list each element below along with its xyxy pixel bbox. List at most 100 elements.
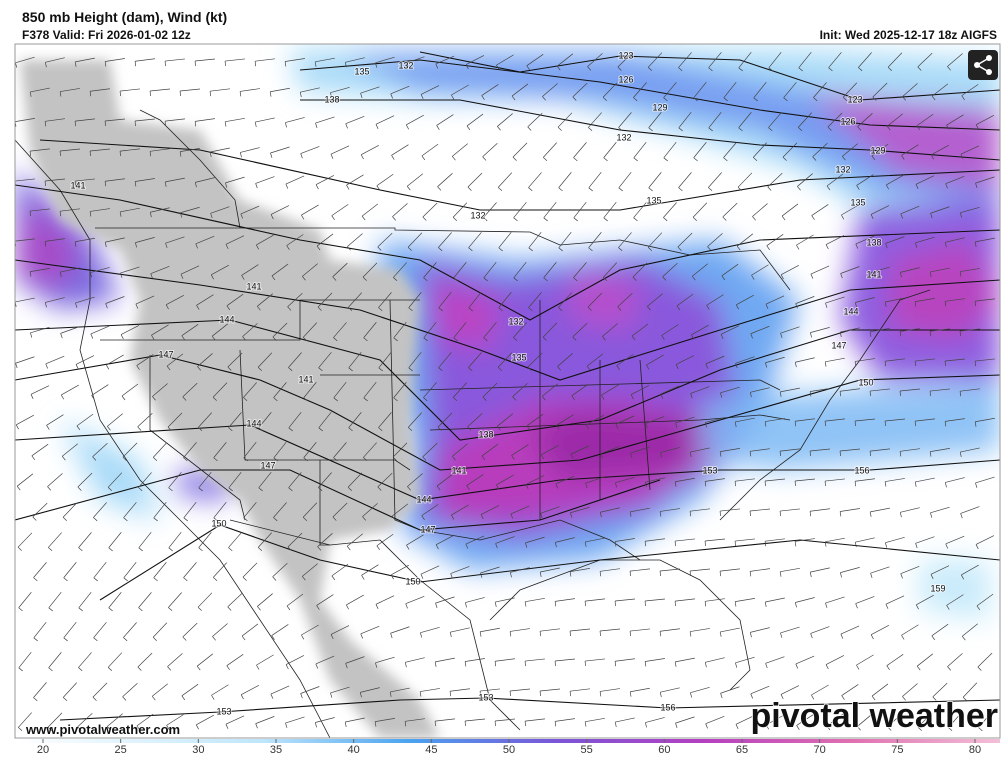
wind-barb (18, 592, 32, 612)
wind-barb (271, 263, 289, 281)
wind-barb (464, 718, 485, 727)
wind-barb (899, 388, 920, 397)
wind-barb (360, 625, 380, 639)
wind-barb (511, 444, 529, 460)
wind-barb (105, 296, 125, 309)
wind-barb (870, 266, 890, 278)
wind-barb (854, 418, 875, 427)
wind-barb (479, 627, 500, 637)
wind-barb (407, 232, 423, 251)
wind-barb (495, 536, 515, 549)
share-button[interactable] (968, 50, 998, 80)
wind-barb (181, 324, 199, 341)
wind-barb (855, 596, 875, 609)
wind-barb (123, 561, 137, 582)
wind-barb (571, 383, 589, 401)
colorbar-tick-label: 45 (425, 744, 437, 756)
wind-barb (182, 382, 198, 401)
wind-barb (585, 414, 604, 430)
wind-barb (543, 142, 557, 162)
wind-barb (512, 142, 528, 161)
wind-barb (404, 718, 425, 727)
contour-label: 144 (416, 494, 431, 504)
wind-barb (795, 655, 815, 669)
wind-barb (107, 652, 123, 671)
wind-barb (407, 473, 423, 491)
wind-barb (89, 88, 110, 97)
wind-barb (213, 562, 227, 582)
wind-barb (857, 113, 873, 131)
contour-label: 147 (158, 349, 173, 359)
wind-barb (241, 264, 259, 280)
wind-barb (377, 232, 393, 251)
wind-barb (149, 148, 170, 157)
wind-barb (705, 355, 725, 369)
wind-barb (90, 325, 110, 339)
wind-barb (243, 502, 257, 522)
wind-barb (900, 205, 920, 219)
wind-barb (93, 561, 107, 582)
wind-barb (915, 236, 935, 248)
wind-barb (885, 236, 905, 249)
wind-barb (708, 172, 722, 192)
height-contours (15, 51, 1000, 721)
wind-barb (316, 233, 334, 251)
wind-barb (44, 118, 65, 127)
wind-barb (405, 114, 424, 130)
wind-barb (392, 442, 408, 461)
wind-barb (30, 385, 50, 399)
wind-barb (735, 715, 755, 729)
contour-label: 138 (866, 237, 881, 247)
wind-barb (179, 88, 200, 97)
wind-barb (181, 683, 199, 701)
wind-barb (75, 296, 95, 308)
wind-barb (404, 657, 425, 668)
wind-barb (437, 412, 453, 431)
wind-barb (62, 682, 78, 702)
wind-barb (210, 264, 229, 280)
wind-barb (947, 653, 963, 671)
wind-barb (854, 297, 875, 308)
wind-barb (449, 627, 470, 638)
wind-barb (29, 148, 50, 157)
wind-barb (599, 688, 620, 697)
wind-barb (960, 206, 980, 218)
wind-barb (363, 322, 377, 342)
wind-barb (375, 56, 395, 68)
wind-barb (809, 508, 830, 517)
wind-barb (783, 82, 797, 102)
share-button-bg[interactable] (968, 50, 998, 80)
wind-barb (89, 148, 110, 157)
wind-barb (494, 597, 515, 608)
wind-barb (842, 82, 858, 101)
wind-barb (749, 627, 770, 638)
wind-barb (811, 684, 829, 700)
wind-barb (616, 354, 634, 370)
wind-barb (164, 177, 185, 187)
wind-barb (915, 175, 935, 189)
contour-label: 147 (831, 340, 846, 350)
wind-barb (483, 202, 497, 222)
wind-barb (479, 688, 500, 697)
wind-barb (780, 265, 800, 280)
contour-label: 150 (211, 518, 226, 528)
wind-barb (708, 111, 722, 132)
wind-barb (258, 471, 272, 492)
wind-barb (240, 205, 260, 219)
wind-barb (286, 234, 304, 250)
wind-barb (944, 237, 965, 248)
wind-barb (647, 232, 663, 251)
wind-barb (78, 591, 92, 612)
wind-barb (914, 298, 935, 307)
wind-barb (661, 324, 679, 340)
wind-barb (840, 625, 860, 639)
wind-barb (588, 232, 602, 252)
wind-barb (764, 418, 785, 427)
contour-label: 144 (219, 314, 234, 324)
wind-barb (556, 53, 574, 71)
wind-barb (149, 207, 170, 218)
wind-barb (764, 478, 785, 487)
wind-barb (89, 208, 110, 217)
wind-barb (33, 621, 47, 642)
wind-barb (483, 261, 497, 282)
